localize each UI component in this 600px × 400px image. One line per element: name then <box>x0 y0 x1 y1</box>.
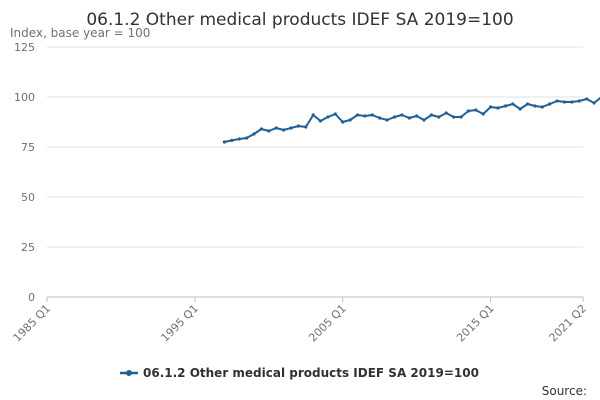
data-point <box>555 99 559 103</box>
data-point <box>363 114 367 118</box>
legend-point-marker <box>126 370 132 376</box>
data-point <box>466 109 470 113</box>
data-point <box>415 114 419 118</box>
data-point <box>341 120 345 124</box>
data-point <box>222 140 226 144</box>
data-point <box>407 116 411 120</box>
y-tick-label: 50 <box>21 191 35 204</box>
data-point <box>585 97 589 101</box>
data-point <box>267 129 271 133</box>
data-point <box>311 113 315 117</box>
y-tick-label: 25 <box>21 241 35 254</box>
data-point <box>274 126 278 130</box>
data-point <box>429 113 433 117</box>
y-tick-label: 0 <box>28 291 35 304</box>
data-point <box>326 115 330 119</box>
data-point <box>400 113 404 117</box>
data-point <box>245 136 249 140</box>
data-point <box>570 100 574 104</box>
x-tick-label: 1995 Q1 <box>158 302 201 345</box>
data-point <box>422 118 426 122</box>
data-point <box>355 113 360 117</box>
data-point <box>370 113 374 117</box>
data-point <box>511 102 515 106</box>
data-point <box>237 137 241 141</box>
data-point <box>348 118 352 122</box>
data-point <box>474 108 478 112</box>
x-tick-label: 2005 Q1 <box>306 302 349 345</box>
x-tick-label: 1985 Q1 <box>11 302 54 345</box>
data-point <box>562 100 567 104</box>
data-point <box>459 115 463 119</box>
data-point <box>489 105 493 109</box>
data-point <box>289 126 293 130</box>
data-point <box>252 132 256 136</box>
data-point <box>385 118 389 122</box>
data-point <box>282 128 286 132</box>
legend: 06.1.2 Other medical products IDEF SA 20… <box>120 366 479 380</box>
data-point <box>496 106 500 110</box>
x-tick-label: 2021 Q2 <box>547 302 590 345</box>
series-line <box>224 96 600 143</box>
chart-subtitle: Index, base year = 100 <box>10 26 150 40</box>
legend-label: 06.1.2 Other medical products IDEF SA 20… <box>143 366 479 380</box>
data-point <box>540 105 544 109</box>
y-tick-label: 125 <box>14 41 35 54</box>
data-point <box>259 127 263 131</box>
data-point <box>592 101 596 105</box>
data-point <box>318 119 323 123</box>
data-point <box>548 102 552 106</box>
data-point <box>296 124 300 128</box>
data-point <box>230 138 234 142</box>
y-tick-label: 100 <box>14 91 35 104</box>
data-point <box>333 112 337 116</box>
data-point <box>444 111 448 115</box>
source-label: Source: <box>542 384 587 398</box>
data-point <box>304 125 308 129</box>
chart-title: 06.1.2 Other medical products IDEF SA 20… <box>86 10 513 30</box>
data-point <box>533 104 537 108</box>
data-point <box>452 115 456 119</box>
data-point <box>503 104 507 108</box>
data-point <box>378 116 382 120</box>
x-tick-label: 2015 Q1 <box>454 302 497 345</box>
data-point <box>577 99 581 103</box>
data-point <box>392 115 397 119</box>
data-point <box>518 107 522 111</box>
data-point <box>437 115 441 119</box>
data-point <box>526 102 530 106</box>
data-point <box>481 112 485 116</box>
y-tick-label: 75 <box>21 141 35 154</box>
